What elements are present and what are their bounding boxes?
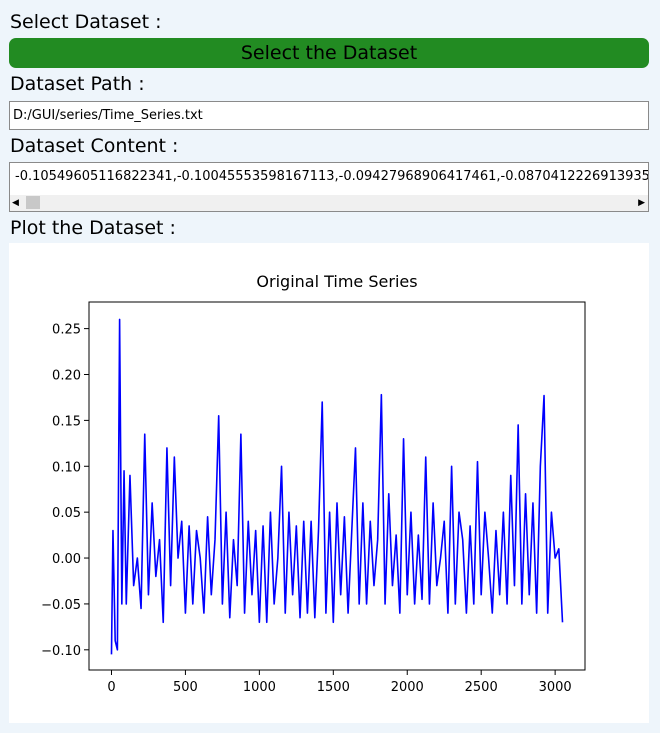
x-tick-label: 3000: [539, 680, 572, 695]
scrollbar[interactable]: ◀ ▶: [10, 195, 648, 211]
content-text: -0.10549605116822341,-0.1004555359816711…: [15, 169, 649, 184]
plot-label: Plot the Dataset :: [10, 217, 176, 239]
select-label: Select Dataset :: [10, 11, 162, 33]
y-tick-label: 0.20: [52, 368, 81, 383]
scroll-left[interactable]: ◀: [12, 198, 19, 208]
x-tick-label: 500: [173, 680, 198, 695]
select-button[interactable]: Select the Dataset: [9, 38, 649, 68]
y-tick-label: 0.05: [52, 506, 81, 521]
content-label: Dataset Content :: [10, 135, 179, 157]
y-tick-label: 0.15: [52, 414, 81, 429]
y-tick-label: 0.00: [52, 552, 81, 567]
data-line: [110, 318, 564, 655]
path-field[interactable]: D:/GUI/series/Time_Series.txt: [9, 101, 649, 130]
scroll-thumb[interactable]: [26, 196, 40, 209]
plot-frame: [88, 301, 586, 671]
y-tick-label: −0.05: [41, 598, 81, 613]
chart: Original Time Series −0.10 −0.05 0.00 0.05 0…: [41, 272, 586, 695]
y-tick-label: 0.10: [52, 460, 81, 475]
x-tick-label: 0: [107, 680, 115, 695]
path-label: Dataset Path :: [10, 73, 145, 95]
x-tick-label: 2000: [391, 680, 424, 695]
x-tick-label: 1000: [243, 680, 276, 695]
y-tick-label: 0.25: [52, 323, 81, 338]
chart-title: Original Time Series: [256, 272, 417, 291]
plot-area: Original Time Series −0.10 −0.05 0.00 0.05 0…: [9, 243, 649, 723]
x-tick-label: 1500: [317, 680, 350, 695]
x-tick-label: 2500: [465, 680, 498, 695]
scroll-right[interactable]: ▶: [638, 198, 645, 208]
content-field[interactable]: -0.10549605116822341,-0.1004555359816711…: [9, 162, 649, 212]
y-tick-label: −0.10: [41, 644, 81, 659]
